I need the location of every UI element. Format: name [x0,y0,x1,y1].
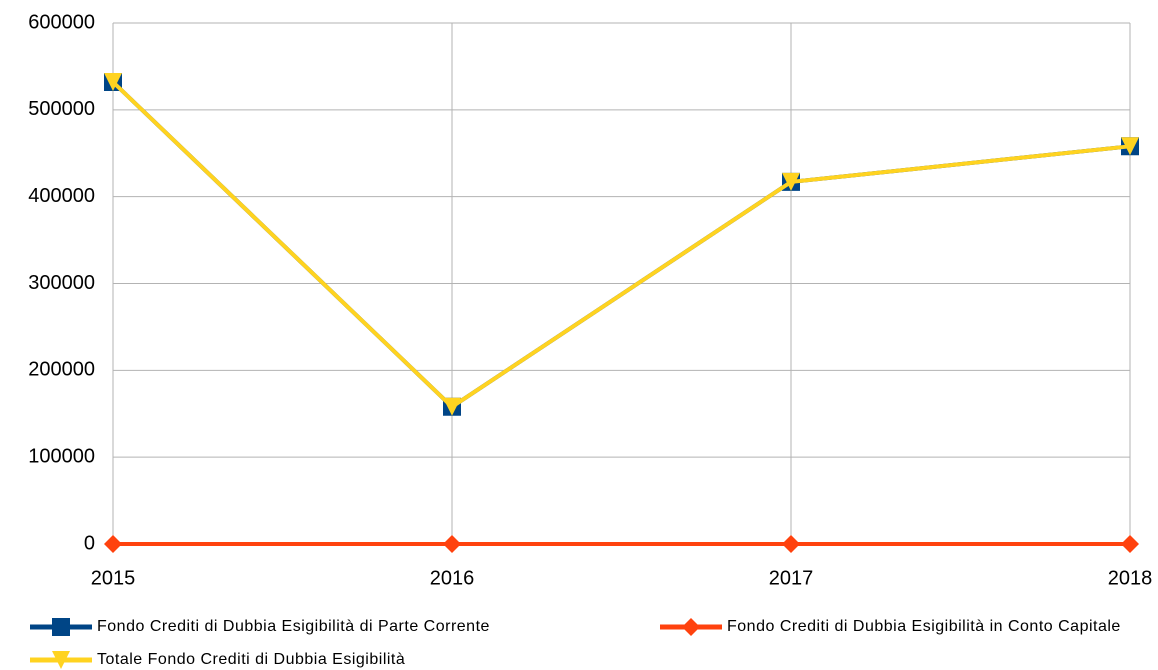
y-tick-label: 600000 [28,11,95,33]
legend-label: Fondo Crediti di Dubbia Esigibilità di P… [97,618,490,635]
legend-marker [52,651,70,669]
x-tick-label: 2016 [430,567,475,589]
legend-label: Totale Fondo Crediti di Dubbia Esigibili… [97,651,405,668]
x-tick-label: 2018 [1108,567,1153,589]
series-line [111,80,1131,410]
y-tick-label: 500000 [28,98,95,120]
y-tick-label: 100000 [28,445,95,467]
y-tick-label: 300000 [28,272,95,294]
x-tick-label: 2017 [769,567,814,589]
point-marker [1121,535,1139,553]
point-marker [443,397,461,416]
y-tick-label: 200000 [28,359,95,381]
legend-label: Fondo Crediti di Dubbia Esigibilità in C… [727,618,1121,635]
point-marker [104,535,122,553]
legend-marker [682,618,700,636]
point-marker [782,172,800,191]
x-tick-label: 2015 [91,567,136,589]
point-marker [104,73,122,92]
point-marker [782,535,800,553]
y-tick-label: 0 [84,532,95,554]
point-marker [1121,137,1139,156]
legend-marker [52,618,70,636]
y-tick-label: 400000 [28,185,95,207]
point-marker [443,535,461,553]
series-line [111,80,1131,410]
